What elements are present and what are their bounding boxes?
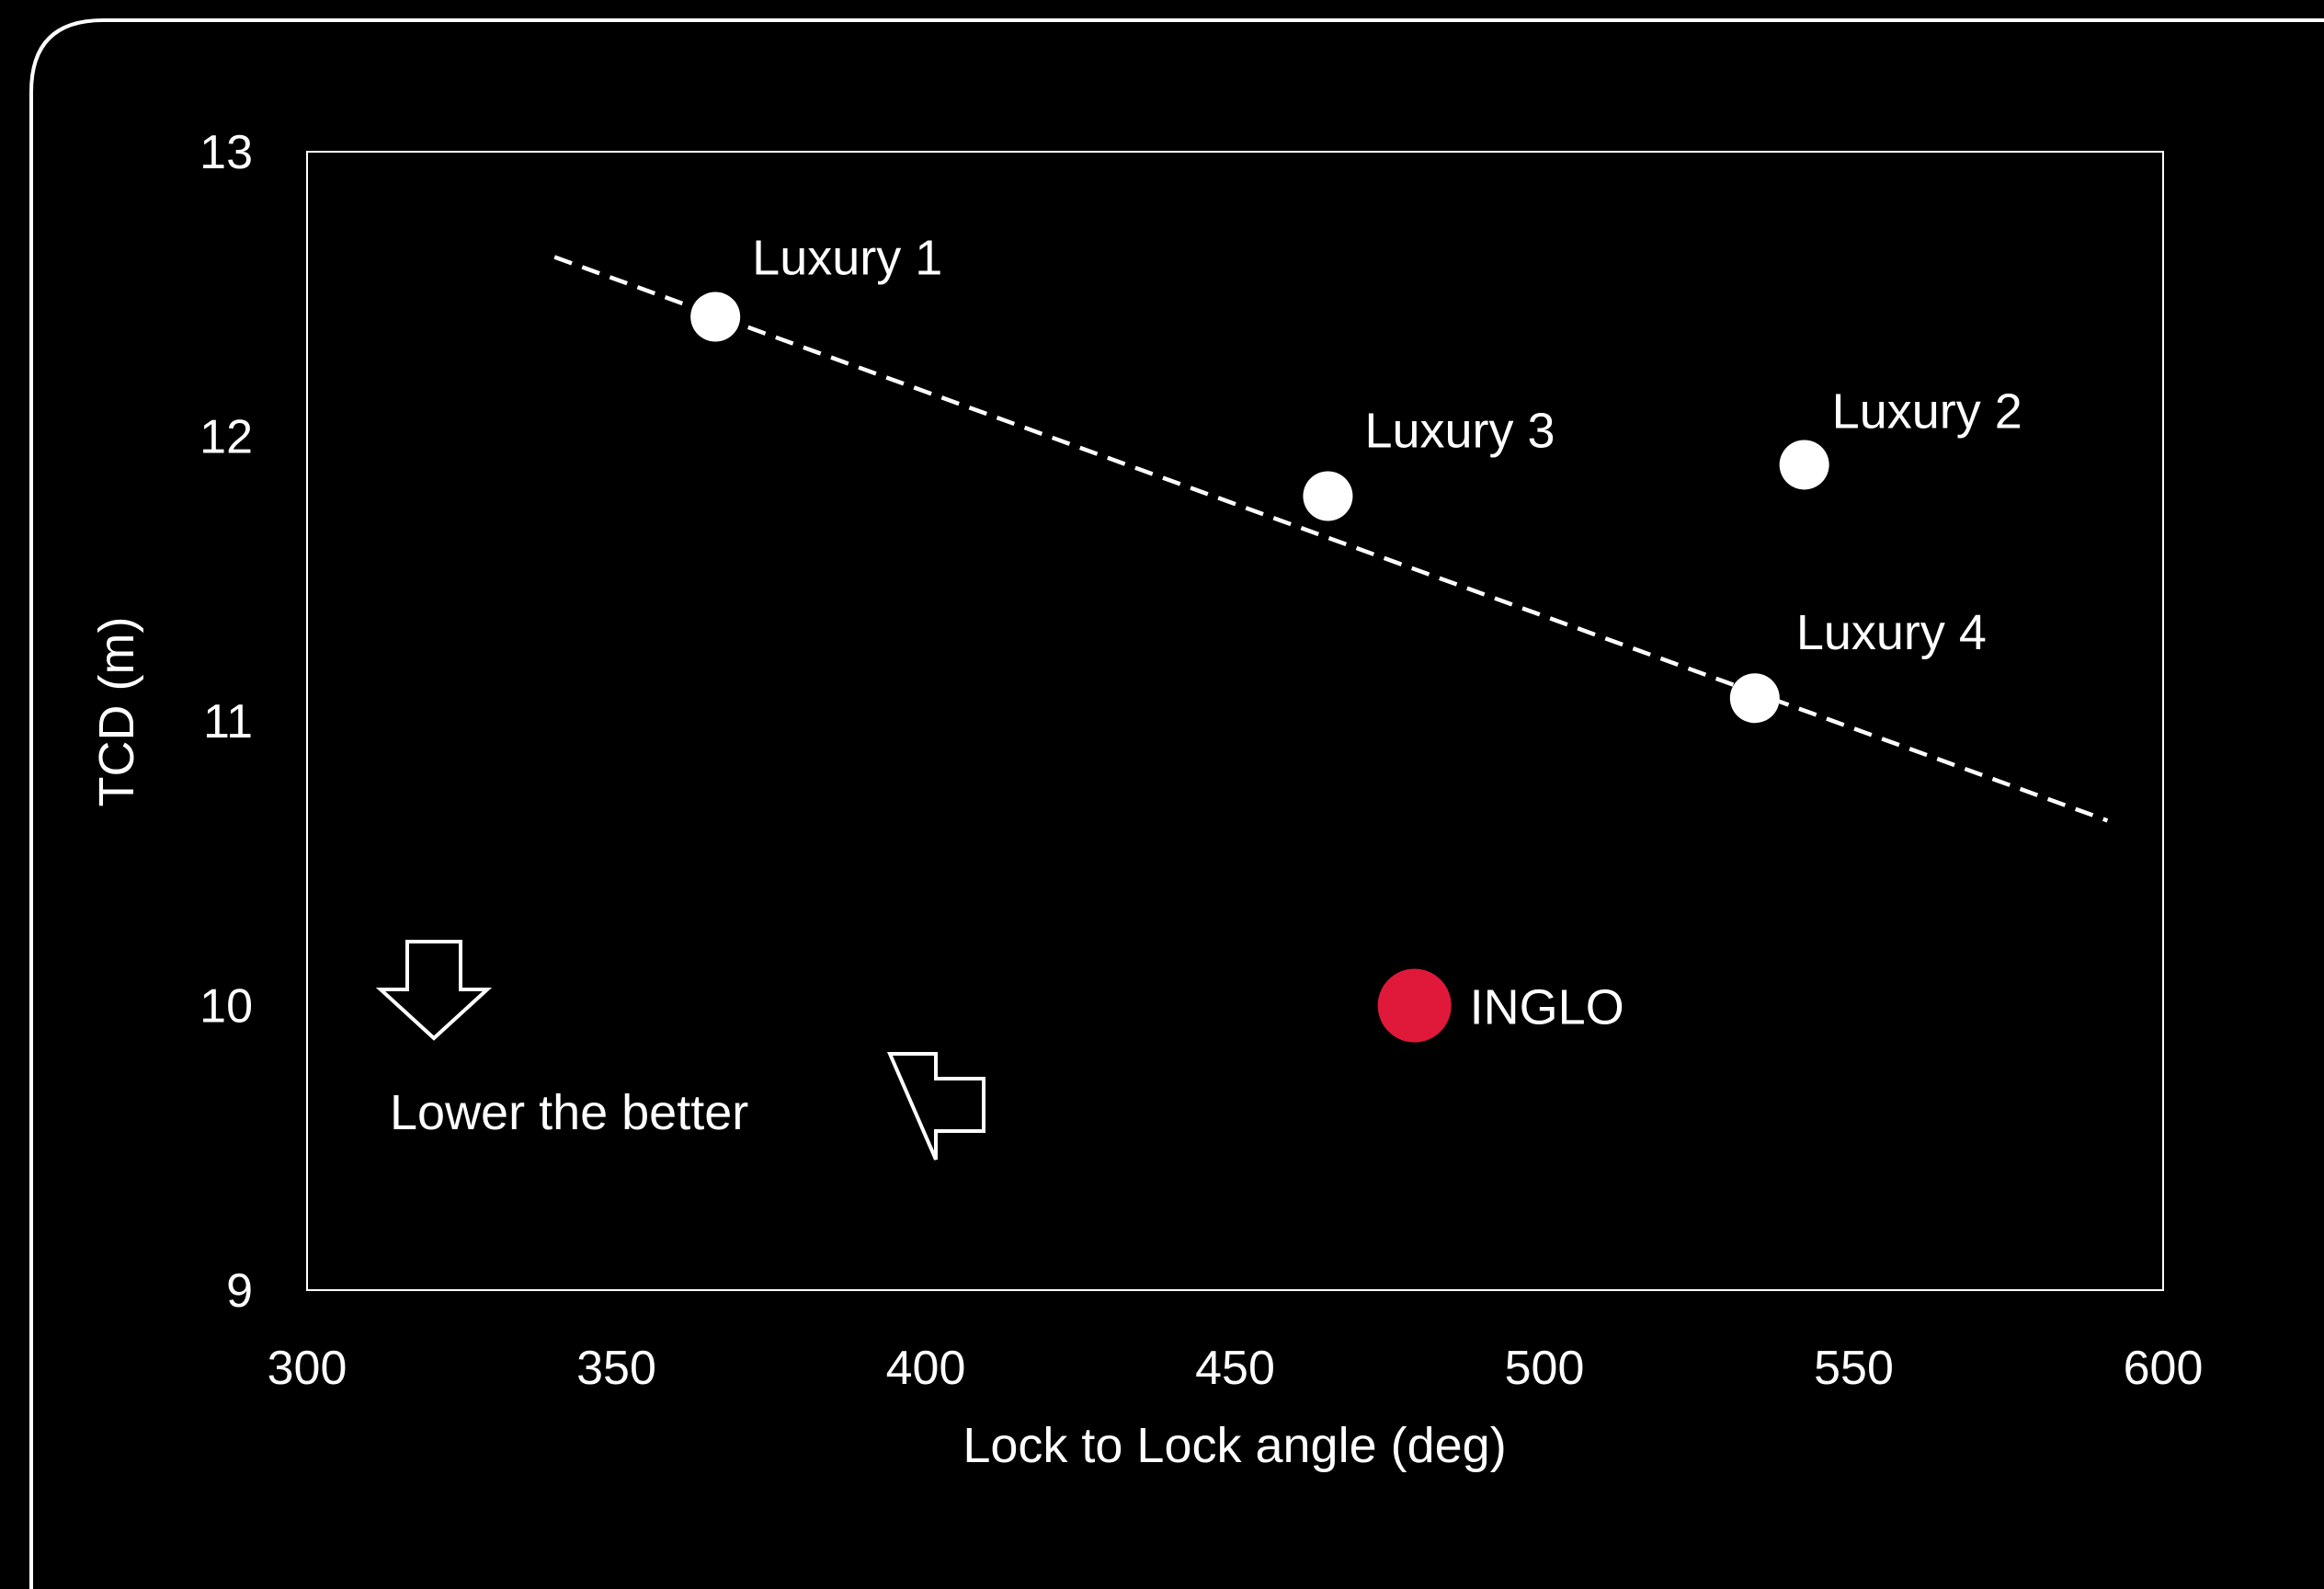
left-arrow-icon — [886, 1052, 985, 1160]
point-label-luxury-4: Luxury 4 — [1796, 605, 1987, 660]
data-points: Luxury 1 Luxury 3 Luxury 2 Luxury 4 INGLO — [690, 231, 2022, 1043]
y-axis-ticks: 9 10 11 12 13 — [199, 126, 253, 1318]
point-luxury-1 — [690, 292, 741, 342]
panel-frame — [29, 18, 2324, 1589]
y-tick-label-13: 13 — [199, 126, 253, 179]
point-luxury-3 — [1303, 471, 1353, 521]
x-tick-label-600: 600 — [2124, 1342, 2204, 1395]
down-arrow-icon — [375, 940, 493, 1041]
annotation-lower-the-better: Lower the better — [390, 1085, 748, 1140]
y-axis-title: TCD (m) — [89, 617, 144, 807]
point-label-luxury-2: Luxury 2 — [1832, 383, 2022, 439]
y-tick-label-11: 11 — [203, 695, 253, 749]
point-label-luxury-3: Luxury 3 — [1364, 403, 1555, 458]
x-tick-label-350: 350 — [576, 1342, 656, 1395]
point-luxury-2 — [1779, 440, 1829, 490]
x-tick-label-550: 550 — [1814, 1342, 1894, 1395]
x-axis-ticks: 300 350 400 450 500 550 600 — [268, 1342, 2204, 1395]
y-tick-label-12: 12 — [199, 411, 253, 464]
point-label-luxury-1: Luxury 1 — [752, 231, 942, 286]
trendline — [553, 255, 2109, 823]
x-tick-label-400: 400 — [886, 1342, 966, 1395]
x-axis-title: Lock to Lock angle (deg) — [963, 1418, 1506, 1473]
point-luxury-4 — [1729, 673, 1780, 724]
y-tick-label-10: 10 — [199, 980, 253, 1034]
point-label-inglo: INGLO — [1470, 980, 1624, 1035]
point-inglo — [1377, 968, 1452, 1043]
y-tick-label-9: 9 — [226, 1264, 253, 1318]
x-tick-label-500: 500 — [1505, 1342, 1585, 1395]
x-tick-label-300: 300 — [268, 1342, 347, 1395]
x-tick-label-450: 450 — [1195, 1342, 1275, 1395]
plot-area — [306, 151, 2164, 1291]
